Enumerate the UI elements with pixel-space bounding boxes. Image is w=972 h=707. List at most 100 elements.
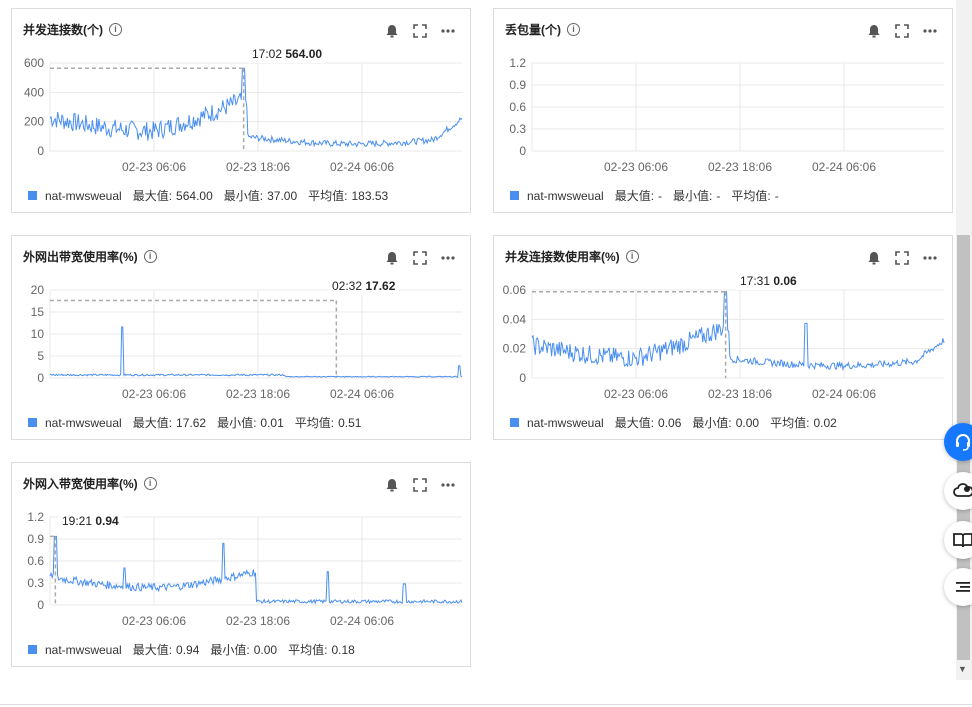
y-tick-label: 200	[24, 115, 44, 129]
legend-max-value: 0.06	[658, 415, 682, 430]
card-title-text: 并发连接数使用率(%)	[505, 250, 620, 264]
docs-button[interactable]	[944, 521, 972, 559]
card-title-text: 外网出带宽使用率(%)	[23, 250, 138, 264]
y-tick-label: 0	[37, 371, 44, 385]
legend-avg-label: 平均值:	[294, 416, 335, 430]
x-tick-label: 02-24 06:06	[812, 160, 876, 174]
tooltip-value: 17.62	[365, 279, 396, 293]
card-title: 外网入带宽使用率(%) i	[23, 475, 157, 492]
y-tick-label: 10	[31, 327, 45, 341]
chart-card-packet-loss: 丢包量(个) i 1.2 0.9 0.6 0.3 0 02-23 06:06 02-23 1…	[493, 8, 953, 213]
y-tick-label: 0.3	[27, 576, 44, 590]
support-button[interactable]	[944, 423, 972, 461]
line-chart[interactable]: 600 400 200 0 02-23 06:06 02-23 18:06 02-24 06…	[12, 49, 472, 179]
fullscreen-icon[interactable]	[412, 250, 428, 266]
legend-swatch	[510, 191, 519, 200]
line-chart[interactable]: 0.06 0.04 0.02 0 02-23 06:06 02-23 18:06 02-24…	[494, 276, 954, 406]
info-icon[interactable]: i	[625, 250, 639, 263]
fullscreen-icon[interactable]	[894, 250, 910, 266]
series-line-nat-mwsweual[interactable]	[49, 67, 463, 148]
line-chart[interactable]: 20 15 10 5 0 02-23 06:06 02-23 18:06 02-24 06:0…	[12, 276, 472, 406]
legend-min-label: 最小值:	[210, 643, 250, 657]
chart-legend[interactable]: nat-mwsweual 最大值: 564.00 最小值: 37.00 平均值: 18…	[28, 187, 388, 204]
info-icon[interactable]: i	[143, 477, 157, 490]
legend-swatch	[28, 418, 37, 427]
y-tick-label: 0.3	[509, 122, 526, 136]
legend-avg-value: 0.02	[813, 415, 837, 430]
legend-series-name: nat-mwsweual	[45, 642, 122, 657]
tooltip-value: 0.06	[773, 274, 797, 288]
line-chart[interactable]: 1.2 0.9 0.6 0.3 0 02-23 06:06 02-23 18:06 02-24…	[12, 503, 472, 633]
bell-icon[interactable]	[384, 23, 400, 39]
more-icon[interactable]	[922, 250, 938, 266]
y-tick-label: 0.9	[27, 532, 44, 546]
info-icon[interactable]: i	[143, 250, 157, 263]
chart-card-concurrent-connections: 并发连接数(个) i 600 400 200 0 02-23 06:06 02-23 18…	[11, 8, 471, 213]
more-icon[interactable]	[440, 477, 456, 493]
y-tick-label: 1.2	[509, 56, 526, 70]
card-title-text: 丢包量(个)	[505, 23, 561, 37]
legend-avg-label: 平均值:	[770, 416, 810, 430]
card-title: 外网出带宽使用率(%) i	[23, 248, 157, 265]
x-tick-label: 02-24 06:06	[812, 387, 876, 401]
legend-avg-value: 0.51	[338, 415, 362, 430]
list-button[interactable]	[944, 568, 972, 606]
y-tick-label: 20	[31, 283, 45, 297]
chart-tooltip: 19:21 0.94	[58, 512, 123, 530]
series-line-nat-mwsweual[interactable]	[531, 291, 945, 372]
legend-max-value: 0.94	[176, 642, 200, 657]
more-icon[interactable]	[440, 250, 456, 266]
legend-min-value: 0.01	[260, 415, 284, 430]
legend-max-label: 最大值:	[614, 189, 655, 203]
scroll-down-arrow[interactable]: ▼	[958, 664, 967, 674]
y-tick-label: 0.02	[503, 342, 527, 356]
y-tick-label: 0	[519, 371, 526, 385]
x-tick-label: 02-23 18:06	[708, 387, 772, 401]
card-title: 丢包量(个) i	[505, 21, 580, 38]
card-title-text: 并发连接数(个)	[23, 23, 103, 37]
headset-icon	[956, 434, 970, 451]
x-tick-label: 02-24 06:06	[330, 614, 394, 628]
x-tick-label: 02-23 18:06	[226, 614, 290, 628]
chart-tooltip: 17:02 564.00	[248, 45, 327, 63]
y-tick-label: 400	[24, 85, 44, 99]
tooltip-time: 02:32	[332, 279, 363, 293]
fullscreen-icon[interactable]	[412, 23, 428, 39]
fullscreen-icon[interactable]	[412, 477, 428, 493]
chart-legend[interactable]: nat-mwsweual 最大值: 17.62 最小值: 0.01 平均值: 0.51	[28, 414, 361, 431]
chart-legend[interactable]: nat-mwsweual 最大值: 0.94 最小值: 0.00 平均值: 0.18	[28, 641, 355, 658]
more-icon[interactable]	[440, 23, 456, 39]
legend-max-label: 最大值:	[132, 189, 173, 203]
legend-swatch	[28, 645, 37, 654]
chart-card-outbound-bandwidth: 外网出带宽使用率(%) i 20 15 10 5 0 02-23 06:06 02-23 1…	[11, 235, 471, 440]
legend-min-label: 最小值:	[673, 189, 713, 203]
legend-max-label: 最大值:	[132, 643, 173, 657]
line-chart[interactable]: 1.2 0.9 0.6 0.3 0 02-23 06:06 02-23 18:06 02-24…	[494, 49, 954, 179]
y-tick-label: 0	[37, 144, 44, 158]
bell-icon[interactable]	[384, 250, 400, 266]
series-line-nat-mwsweual[interactable]	[49, 326, 463, 378]
info-icon[interactable]: i	[567, 23, 580, 36]
chart-legend[interactable]: nat-mwsweual 最大值: 0.06 最小值: 0.00 平均值: 0.02	[510, 414, 837, 431]
x-tick-label: 02-23 06:06	[604, 160, 668, 174]
book-icon	[953, 533, 972, 548]
y-tick-label: 0.04	[503, 312, 527, 326]
x-tick-label: 02-23 06:06	[122, 160, 186, 174]
info-icon[interactable]: i	[109, 23, 122, 36]
legend-min-value: 0.00	[253, 642, 278, 657]
bell-icon[interactable]	[384, 477, 400, 493]
legend-min-value: 37.00	[267, 188, 298, 203]
y-tick-label: 0.9	[509, 78, 526, 92]
legend-min-label: 最小值:	[223, 189, 264, 203]
cloud-button[interactable]	[944, 472, 972, 510]
bell-icon[interactable]	[866, 23, 882, 39]
more-icon[interactable]	[922, 23, 938, 39]
fullscreen-icon[interactable]	[894, 23, 910, 39]
tooltip-time: 19:21	[62, 514, 93, 528]
legend-series-name: nat-mwsweual	[45, 415, 122, 430]
bell-icon[interactable]	[866, 250, 882, 266]
y-tick-label: 0.6	[27, 554, 44, 568]
chart-legend[interactable]: nat-mwsweual 最大值: - 最小值: - 平均值: -	[510, 187, 779, 204]
series-line-nat-mwsweual[interactable]	[49, 535, 463, 605]
card-title-text: 外网入带宽使用率(%)	[23, 477, 138, 491]
